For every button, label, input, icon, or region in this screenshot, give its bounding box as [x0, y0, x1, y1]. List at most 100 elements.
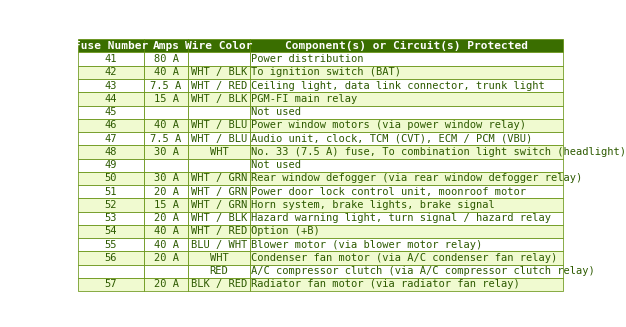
Text: Power distribution: Power distribution [252, 54, 364, 64]
Text: Fuse Number: Fuse Number [74, 41, 148, 51]
Text: Component(s) or Circuit(s) Protected: Component(s) or Circuit(s) Protected [285, 41, 528, 51]
Bar [78, 251, 144, 265]
Text: Hazard warning light, turn signal / hazard relay: Hazard warning light, turn signal / haza… [252, 213, 552, 223]
Text: Horn system, brake lights, brake signal: Horn system, brake lights, brake signal [252, 200, 495, 210]
Text: BLK / RED: BLK / RED [191, 279, 247, 289]
Bar [78, 106, 144, 119]
Text: 57: 57 [105, 279, 117, 289]
Text: To ignition switch (BAT): To ignition switch (BAT) [252, 67, 401, 77]
Bar [250, 172, 563, 185]
Bar [250, 53, 563, 66]
Bar [78, 159, 144, 172]
Text: WHT / BLK: WHT / BLK [191, 94, 247, 104]
Bar [188, 106, 250, 119]
Text: 40 A: 40 A [153, 120, 178, 130]
Text: WHT / RED: WHT / RED [191, 226, 247, 236]
Bar [78, 172, 144, 185]
Text: 50: 50 [105, 173, 117, 183]
Bar [78, 132, 144, 145]
Bar [250, 106, 563, 119]
Text: 48: 48 [105, 147, 117, 157]
Text: WHT / GRN: WHT / GRN [191, 173, 247, 183]
Bar [78, 53, 144, 66]
Bar [144, 198, 188, 212]
Bar [78, 119, 144, 132]
Text: 7.5 A: 7.5 A [150, 134, 182, 144]
Bar [188, 238, 250, 251]
Bar [78, 92, 144, 106]
Bar [78, 265, 144, 278]
Bar [250, 212, 563, 225]
Bar [144, 185, 188, 198]
Bar [144, 159, 188, 172]
Text: 43: 43 [105, 81, 117, 91]
Text: 20 A: 20 A [153, 279, 178, 289]
Text: 20 A: 20 A [153, 213, 178, 223]
Bar [144, 225, 188, 238]
Bar [188, 53, 250, 66]
Text: 20 A: 20 A [153, 253, 178, 263]
Bar [188, 159, 250, 172]
Bar [188, 212, 250, 225]
Text: WHT / BLK: WHT / BLK [191, 213, 247, 223]
Bar [188, 66, 250, 79]
Text: WHT / GRN: WHT / GRN [191, 187, 247, 197]
Text: Rear window defogger (via rear window defogger relay): Rear window defogger (via rear window de… [252, 173, 583, 183]
Bar [78, 212, 144, 225]
Text: Not used: Not used [252, 107, 302, 117]
Bar [250, 66, 563, 79]
Text: 20 A: 20 A [153, 187, 178, 197]
Text: 45: 45 [105, 107, 117, 117]
Bar [188, 79, 250, 92]
Text: Condenser fan motor (via A/C condenser fan relay): Condenser fan motor (via A/C condenser f… [252, 253, 558, 263]
Bar [144, 278, 188, 291]
Bar [188, 225, 250, 238]
Text: WHT / BLU: WHT / BLU [191, 134, 247, 144]
Text: WHT / BLU: WHT / BLU [191, 120, 247, 130]
Text: 30 A: 30 A [153, 173, 178, 183]
Bar [144, 92, 188, 106]
Bar [144, 79, 188, 92]
Bar [144, 145, 188, 159]
Bar [144, 119, 188, 132]
Text: BLU / WHT: BLU / WHT [191, 240, 247, 250]
Text: 15 A: 15 A [153, 94, 178, 104]
Bar [188, 92, 250, 106]
Bar [250, 79, 563, 92]
Text: A/C compressor clutch (via A/C compressor clutch relay): A/C compressor clutch (via A/C compresso… [252, 266, 595, 276]
Text: 46: 46 [105, 120, 117, 130]
Text: 40 A: 40 A [153, 240, 178, 250]
Bar [188, 265, 250, 278]
Bar [250, 265, 563, 278]
Bar [188, 132, 250, 145]
Text: No. 33 (7.5 A) fuse, To combination light switch (headlight): No. 33 (7.5 A) fuse, To combination ligh… [252, 147, 626, 157]
Bar [78, 39, 144, 53]
Bar [250, 119, 563, 132]
Bar [78, 79, 144, 92]
Bar [250, 132, 563, 145]
Text: 51: 51 [105, 187, 117, 197]
Bar [188, 172, 250, 185]
Text: 44: 44 [105, 94, 117, 104]
Bar [250, 225, 563, 238]
Bar [250, 39, 563, 53]
Text: 54: 54 [105, 226, 117, 236]
Bar [78, 185, 144, 198]
Bar [250, 145, 563, 159]
Bar [188, 145, 250, 159]
Bar [250, 92, 563, 106]
Text: WHT: WHT [210, 253, 228, 263]
Bar [144, 106, 188, 119]
Bar [250, 278, 563, 291]
Bar [144, 212, 188, 225]
Text: WHT / BLK: WHT / BLK [191, 67, 247, 77]
Text: 7.5 A: 7.5 A [150, 81, 182, 91]
Bar [250, 251, 563, 265]
Text: 42: 42 [105, 67, 117, 77]
Text: Power door lock control unit, moonroof motor: Power door lock control unit, moonroof m… [252, 187, 526, 197]
Text: 56: 56 [105, 253, 117, 263]
Bar [144, 53, 188, 66]
Bar [144, 132, 188, 145]
Text: 40 A: 40 A [153, 226, 178, 236]
Bar [188, 185, 250, 198]
